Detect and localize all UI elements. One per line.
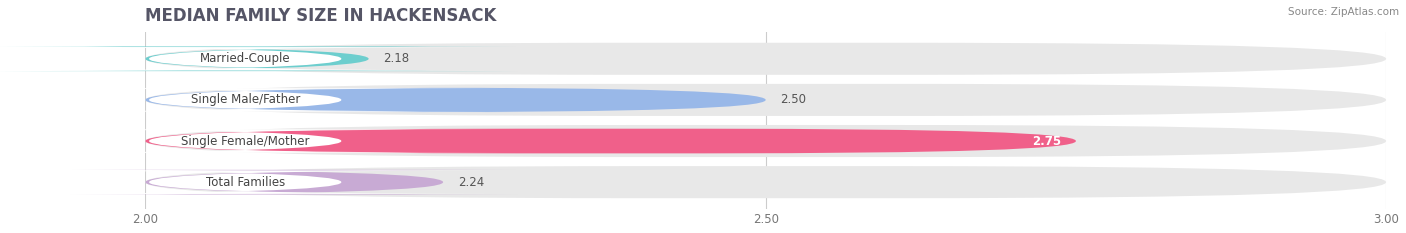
FancyBboxPatch shape (0, 129, 503, 153)
FancyBboxPatch shape (145, 129, 1076, 153)
FancyBboxPatch shape (0, 46, 517, 71)
FancyBboxPatch shape (145, 43, 1386, 75)
FancyBboxPatch shape (0, 47, 503, 71)
Text: 2.50: 2.50 (780, 93, 807, 106)
Text: 2.75: 2.75 (1032, 134, 1062, 147)
FancyBboxPatch shape (145, 88, 766, 112)
FancyBboxPatch shape (145, 166, 1386, 198)
FancyBboxPatch shape (70, 170, 517, 195)
Text: Source: ZipAtlas.com: Source: ZipAtlas.com (1288, 7, 1399, 17)
FancyBboxPatch shape (0, 170, 503, 194)
FancyBboxPatch shape (0, 88, 503, 112)
Text: Total Families: Total Families (205, 176, 285, 189)
Text: 2.18: 2.18 (384, 52, 409, 65)
FancyBboxPatch shape (145, 125, 1386, 157)
Text: Single Female/Mother: Single Female/Mother (181, 134, 309, 147)
Text: Single Male/Father: Single Male/Father (191, 93, 299, 106)
Text: 2.24: 2.24 (458, 176, 484, 189)
Text: Married-Couple: Married-Couple (200, 52, 291, 65)
FancyBboxPatch shape (145, 84, 1386, 116)
Text: MEDIAN FAMILY SIZE IN HACKENSACK: MEDIAN FAMILY SIZE IN HACKENSACK (145, 7, 496, 25)
